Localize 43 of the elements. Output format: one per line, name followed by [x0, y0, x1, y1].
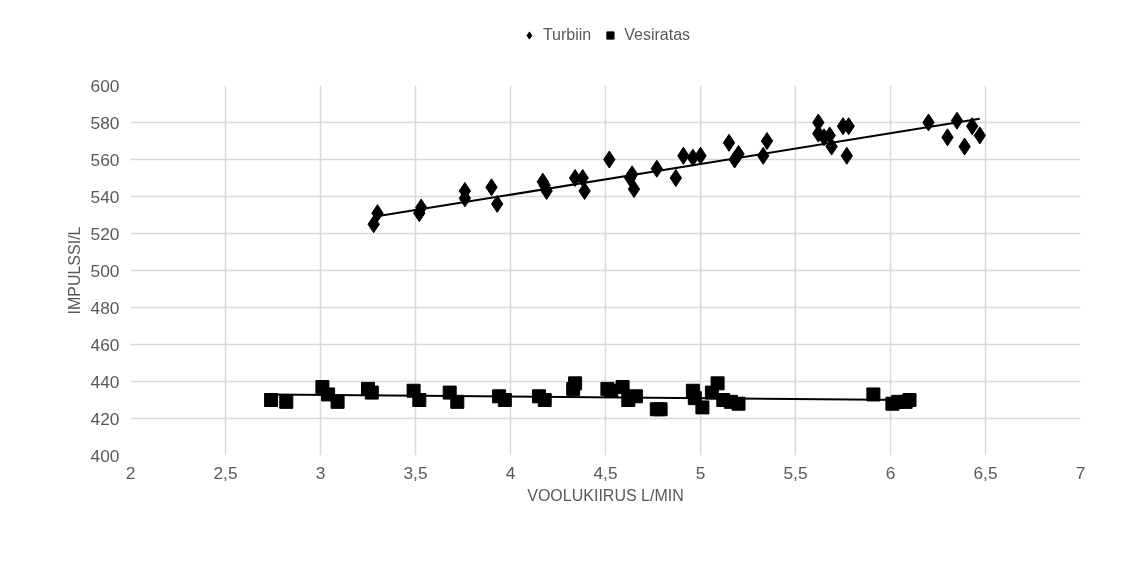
y-tick-label: 500: [90, 260, 120, 281]
y-tick-label: 520: [90, 223, 120, 244]
x-tick-label: 2: [125, 462, 136, 483]
point: [669, 169, 682, 187]
point: [364, 385, 379, 400]
point: [731, 396, 746, 411]
y-tick-label: 440: [90, 371, 120, 392]
point: [902, 393, 917, 407]
y-tick-label: 420: [90, 408, 120, 429]
x-axis-title: VOOLUKIIRUS L/MIN: [527, 486, 684, 504]
point: [279, 394, 294, 409]
legend-label: Vesiratas: [624, 26, 691, 44]
y-axis-title: IMPULSSI/L: [65, 226, 83, 315]
y-tick-label: 600: [90, 75, 120, 96]
x-tick-label: 4: [505, 462, 516, 483]
x-tick-label: 6,5: [973, 462, 998, 483]
point: [695, 400, 710, 415]
point: [264, 393, 279, 407]
y-tick-label: 400: [90, 445, 120, 466]
y-tick-label: 540: [90, 186, 120, 207]
x-tick-label: 5: [695, 462, 706, 483]
point: [722, 133, 736, 152]
legend-label: Turbiin: [542, 26, 592, 44]
x-tick-label: 2,5: [213, 462, 238, 483]
y-tick-label: 460: [90, 334, 120, 355]
point: [330, 394, 345, 409]
x-tick-label: 6: [885, 462, 896, 483]
point: [760, 132, 774, 150]
point: [950, 111, 964, 130]
point: [710, 376, 725, 391]
y-tick-label: 580: [90, 112, 120, 133]
x-tick-label: 3,5: [403, 462, 428, 483]
x-tick-label: 7: [1075, 462, 1086, 483]
point: [866, 387, 881, 402]
point: [653, 402, 668, 417]
x-tick-label: 3: [315, 462, 326, 483]
x-tick-label: 4,5: [593, 462, 618, 483]
x-tick-label: 5,5: [783, 462, 808, 483]
point: [568, 376, 583, 391]
y-tick-label: 480: [90, 297, 120, 318]
point: [615, 380, 630, 395]
point: [627, 180, 641, 199]
y-tick-label: 560: [90, 149, 120, 170]
